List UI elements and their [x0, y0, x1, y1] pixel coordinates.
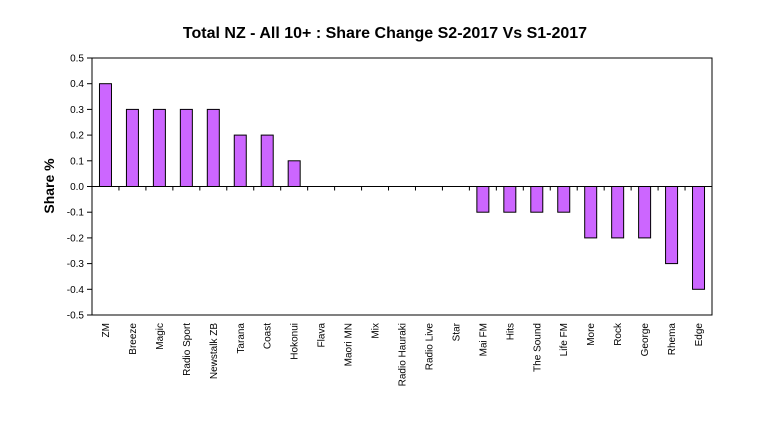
category-label: Radio Sport [182, 323, 193, 376]
bar [125, 108, 139, 187]
bar [98, 83, 112, 187]
chart-title: Total NZ - All 10+ : Share Change S2-201… [183, 25, 587, 42]
bar [260, 134, 274, 188]
bar [638, 186, 652, 239]
bar [557, 186, 571, 213]
bar [287, 160, 301, 188]
bar [206, 108, 220, 187]
bar [152, 108, 166, 187]
plot-area: 0.5 0.4 0.3 0.2 0.1 0.0 -0.1 -0.2 -0.3 -0.4 -0.5 ZM… [67, 54, 713, 386]
bar [692, 186, 706, 290]
y-tick-label: -0.2 [67, 233, 85, 244]
bar [503, 186, 517, 213]
category-label: Breeze [128, 323, 139, 355]
category-label: Flava [317, 323, 328, 348]
category-label: Life FM [559, 323, 570, 356]
bar [233, 134, 247, 188]
category-label: Rock [613, 322, 624, 346]
bar [611, 186, 625, 239]
y-tick-label: 0.2 [70, 131, 84, 142]
category-label: The Sound [532, 323, 543, 372]
y-tick-label: -0.5 [67, 311, 85, 322]
category-label: Maori MN [344, 323, 355, 366]
bar [179, 108, 193, 187]
category-label: Mix [371, 323, 382, 339]
bar [584, 186, 598, 239]
category-label: Newstalk ZB [209, 323, 220, 379]
category-label: Coast [263, 323, 274, 349]
category-label: Radio Live [424, 323, 435, 371]
category-label: Hokonui [290, 323, 301, 360]
y-tick-label: -0.3 [67, 259, 85, 270]
category-label: Star [451, 322, 462, 341]
category-label: Radio Hauraki [398, 323, 409, 386]
bar [530, 186, 544, 213]
y-tick-label: -0.1 [67, 208, 85, 219]
category-label: Rhema [667, 323, 678, 356]
category-label: More [586, 323, 597, 346]
y-axis-label: Share % [41, 158, 57, 214]
y-tick-label: 0.4 [70, 79, 84, 90]
y-tick-label: 0.1 [70, 156, 84, 167]
bar [476, 186, 490, 213]
category-label: ZM [101, 323, 112, 337]
category-label: Mai FM [478, 323, 489, 356]
y-tick-label: 0.5 [70, 54, 84, 65]
y-tick-label: -0.4 [67, 285, 85, 296]
y-tick-label: 0.0 [70, 182, 84, 193]
bar [665, 186, 679, 265]
category-label: Edge [694, 323, 705, 347]
category-label: Hits [505, 323, 516, 340]
category-label: Tarana [236, 323, 247, 354]
y-tick-label: 0.3 [70, 105, 84, 116]
category-label: George [640, 323, 651, 357]
category-label: Magic [155, 323, 166, 350]
